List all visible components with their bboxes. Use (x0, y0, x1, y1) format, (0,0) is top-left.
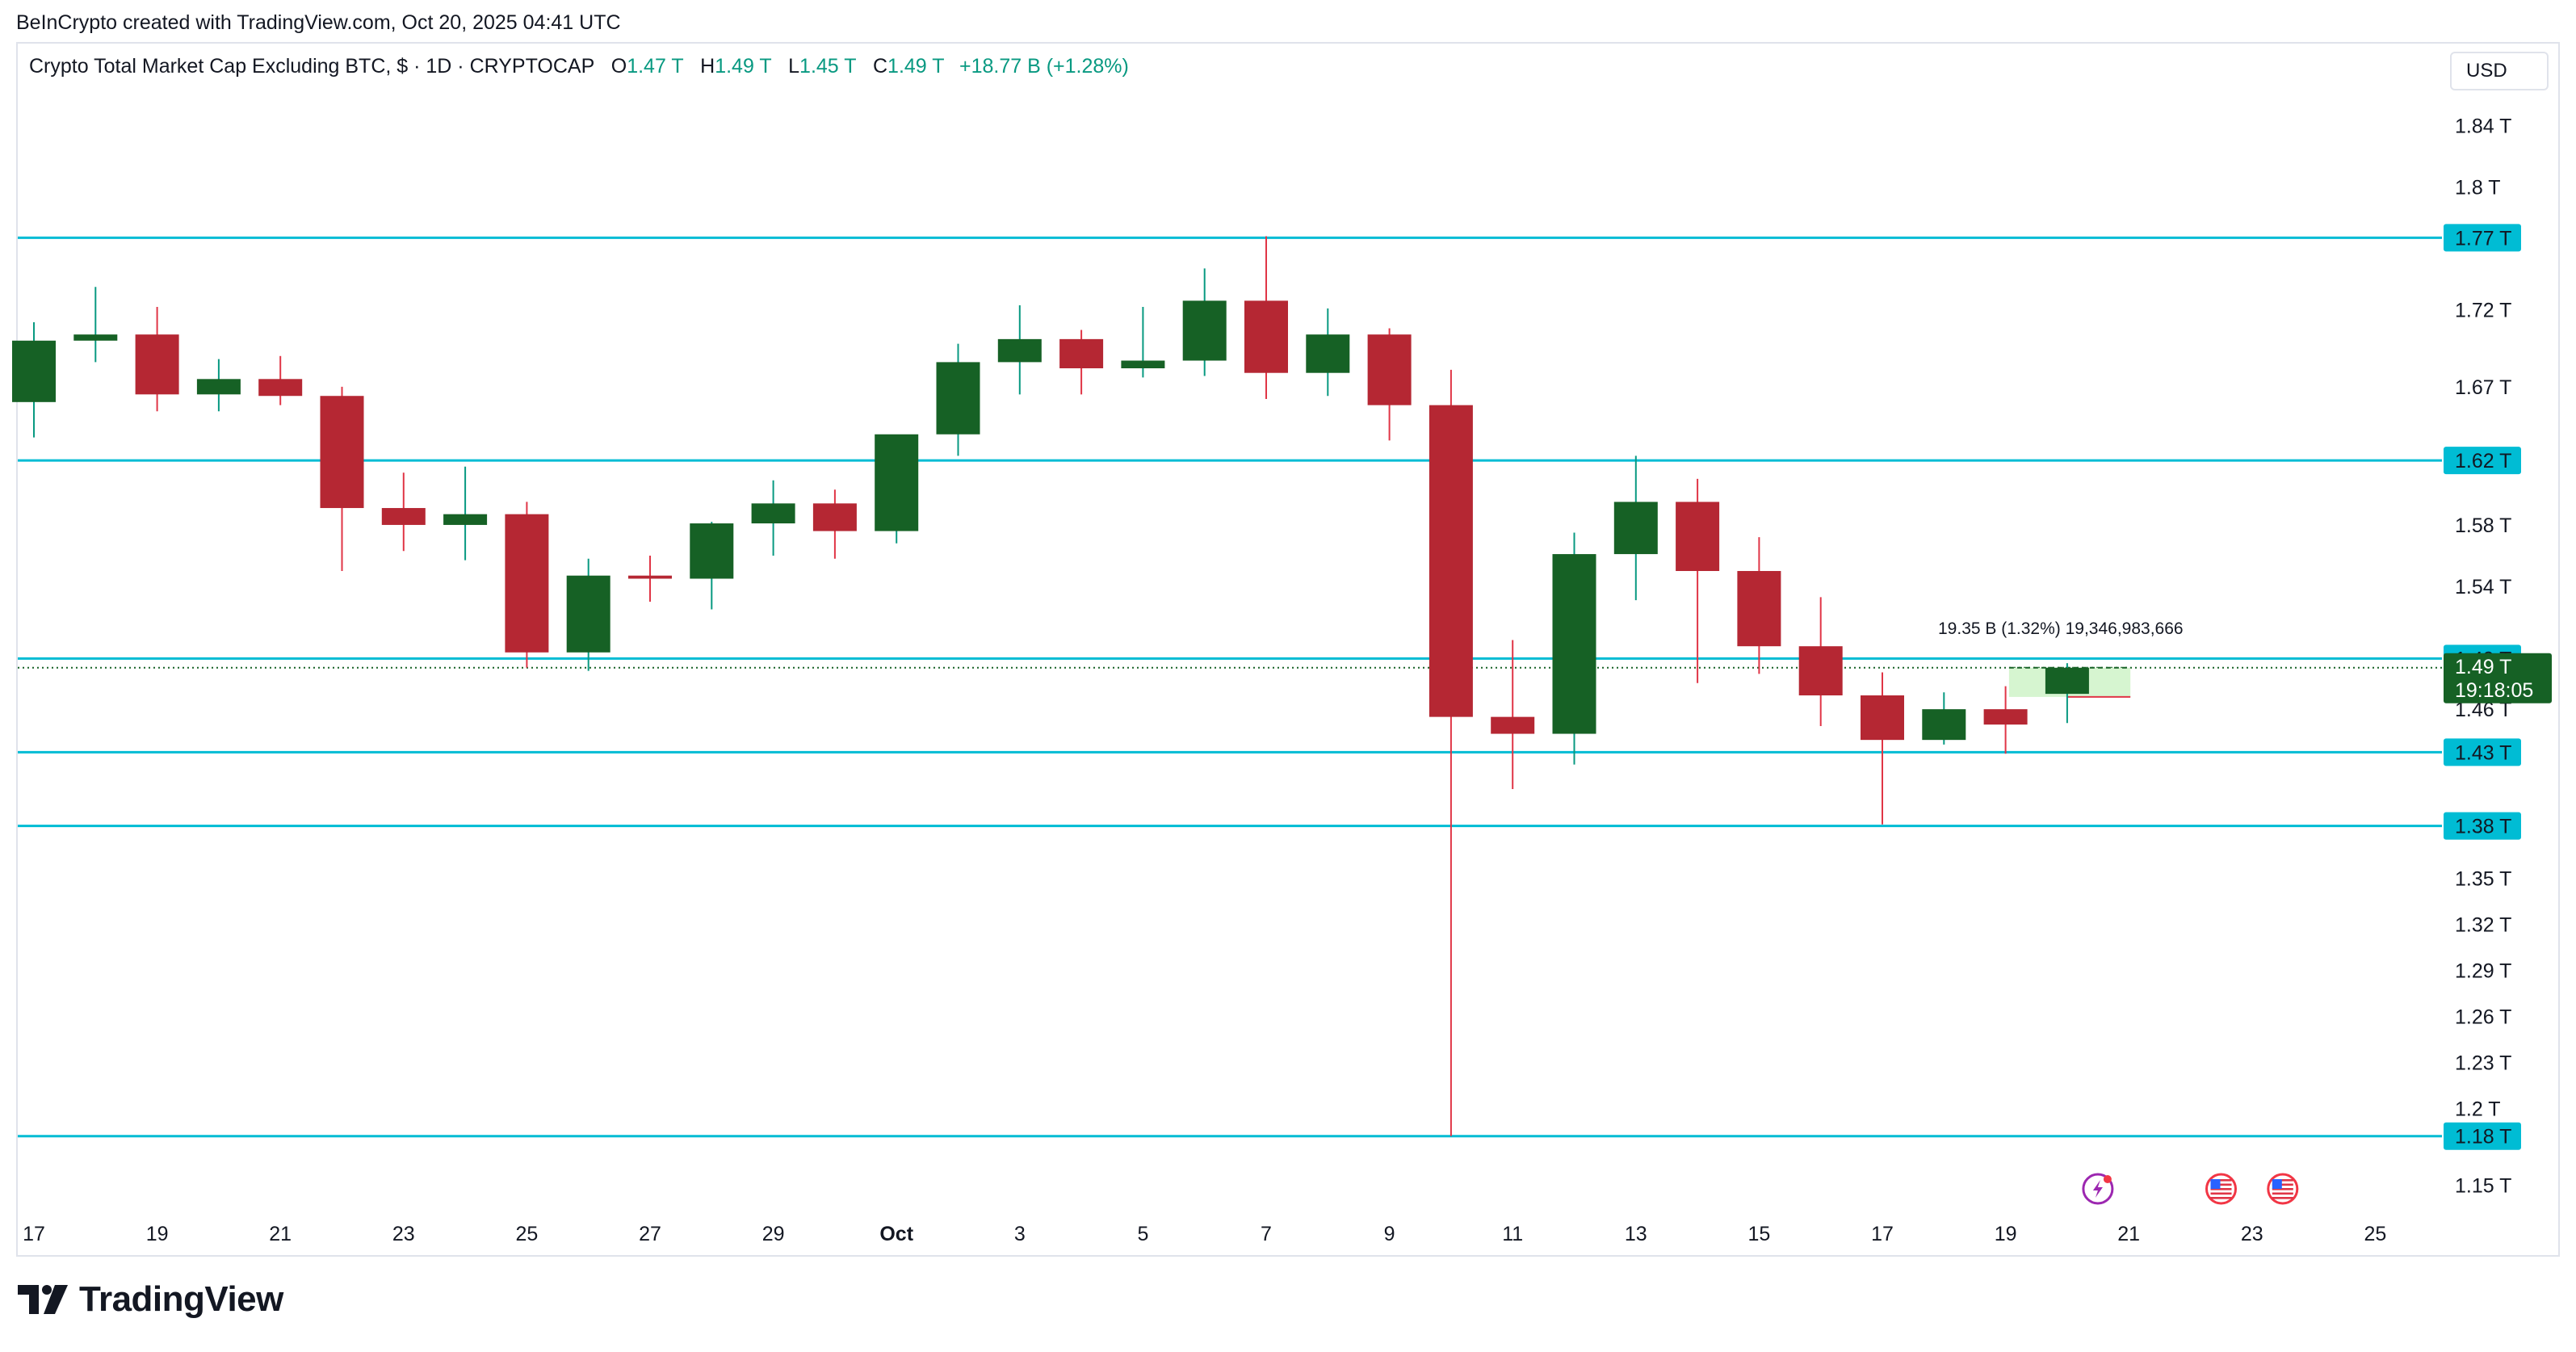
tradingview-logo[interactable]: TradingView (18, 1279, 283, 1320)
open-value: 1.47 T (627, 55, 684, 78)
high-label: H (700, 55, 715, 78)
low-label: L (788, 55, 800, 78)
low-value: 1.45 T (799, 55, 857, 78)
chart-frame (16, 42, 2560, 1257)
brand-name: TradingView (79, 1279, 283, 1319)
chart-credit: BeInCrypto created with TradingView.com,… (16, 11, 621, 34)
currency-selector[interactable]: USD (2450, 52, 2549, 90)
high-value: 1.49 T (715, 55, 772, 78)
tradingview-logo-icon (18, 1285, 68, 1314)
symbol-legend: Crypto Total Market Cap Excluding BTC, $… (29, 55, 1129, 78)
close-label: C (872, 55, 888, 78)
open-label: O (610, 55, 627, 78)
symbol-title[interactable]: Crypto Total Market Cap Excluding BTC, $… (29, 55, 594, 78)
close-value: 1.49 T (887, 55, 945, 78)
change-value: +18.77 B (+1.28%) (959, 55, 1129, 78)
